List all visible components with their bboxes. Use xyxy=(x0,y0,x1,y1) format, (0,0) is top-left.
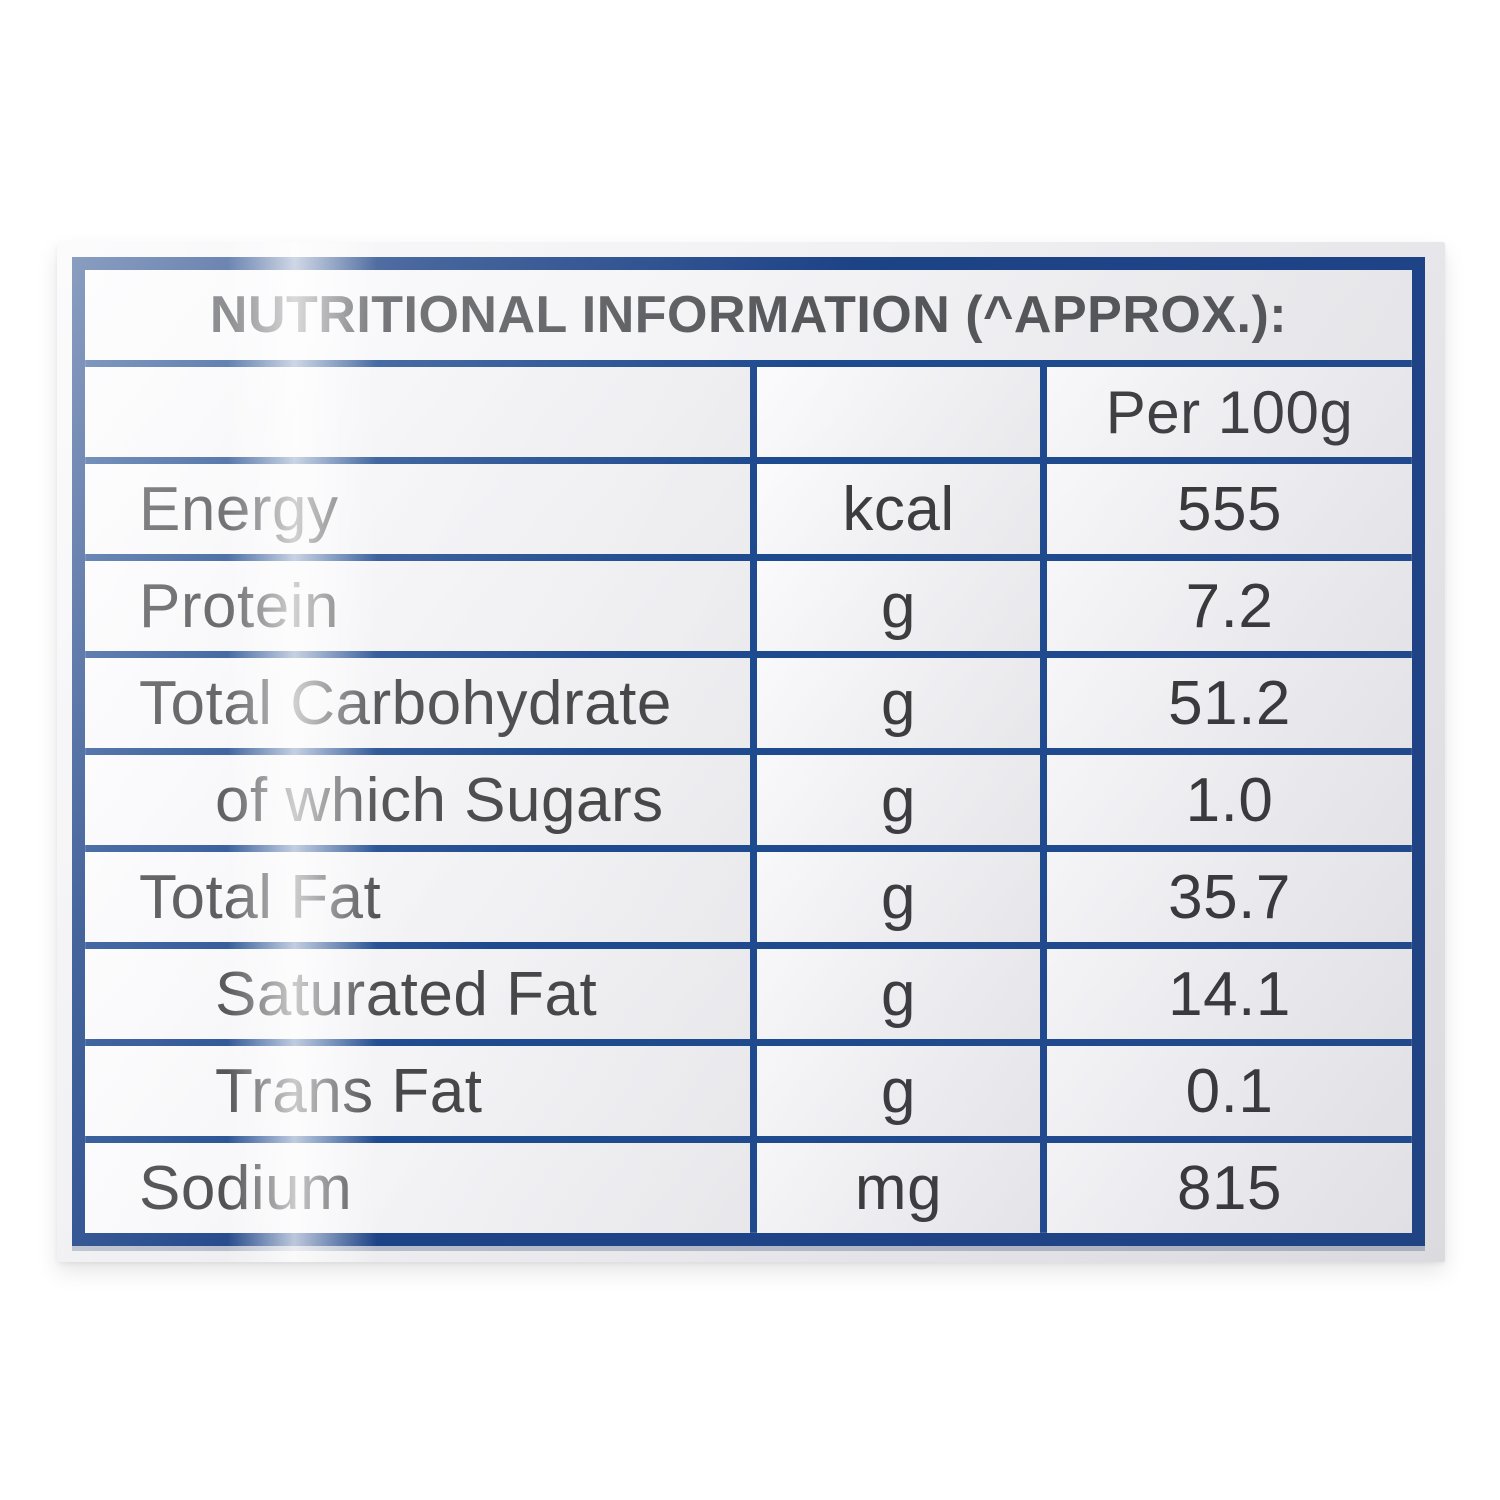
per-100g-header: Per 100g xyxy=(1047,367,1412,457)
label-background: NUTRITIONAL INFORMATION (^APPROX.): Per … xyxy=(57,242,1445,1262)
value-total-carbohydrate: 51.2 xyxy=(1047,658,1412,748)
value-energy: 555 xyxy=(1047,464,1412,554)
label-of-which-sugars: of which Sugars xyxy=(85,755,750,845)
unit-protein: g xyxy=(757,561,1040,651)
unit-total-fat: g xyxy=(757,852,1040,942)
nutrition-table: NUTRITIONAL INFORMATION (^APPROX.): Per … xyxy=(72,257,1425,1246)
label-saturated-fat: Saturated Fat xyxy=(85,949,750,1039)
label-total-carbohydrate: Total Carbohydrate xyxy=(85,658,750,748)
unit-of-which-sugars: g xyxy=(757,755,1040,845)
label-sodium: Sodium xyxy=(85,1143,750,1233)
value-sodium: 815 xyxy=(1047,1143,1412,1233)
unit-trans-fat: g xyxy=(757,1046,1040,1136)
table-title: NUTRITIONAL INFORMATION (^APPROX.): xyxy=(85,270,1412,360)
label-protein: Protein xyxy=(85,561,750,651)
value-saturated-fat: 14.1 xyxy=(1047,949,1412,1039)
value-total-fat: 35.7 xyxy=(1047,852,1412,942)
unit-energy: kcal xyxy=(757,464,1040,554)
unit-sodium: mg xyxy=(757,1143,1040,1233)
value-trans-fat: 0.1 xyxy=(1047,1046,1412,1136)
label-total-fat: Total Fat xyxy=(85,852,750,942)
header-empty-unit-cell xyxy=(757,367,1040,457)
label-energy: Energy xyxy=(85,464,750,554)
unit-total-carbohydrate: g xyxy=(757,658,1040,748)
value-of-which-sugars: 1.0 xyxy=(1047,755,1412,845)
label-trans-fat: Trans Fat xyxy=(85,1046,750,1136)
unit-saturated-fat: g xyxy=(757,949,1040,1039)
header-empty-label-cell xyxy=(85,367,750,457)
value-protein: 7.2 xyxy=(1047,561,1412,651)
